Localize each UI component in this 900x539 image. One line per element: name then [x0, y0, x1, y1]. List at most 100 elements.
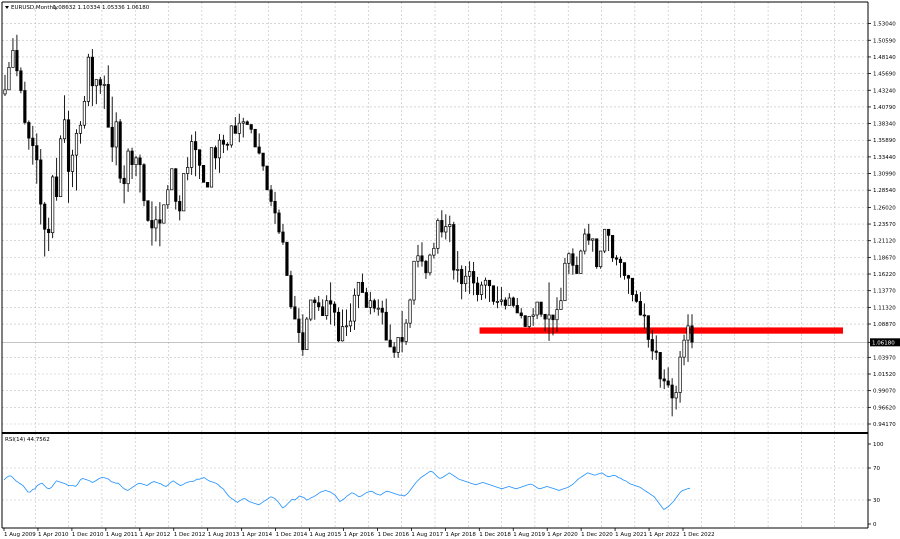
candle-bullish [412, 260, 416, 301]
candle-bullish [603, 228, 607, 252]
candle-bearish [472, 271, 476, 284]
price-tick-label: 1.45690 [873, 72, 896, 78]
candle-bullish [686, 325, 690, 341]
candle-bullish [682, 339, 686, 358]
candle-bullish [340, 326, 345, 342]
candle-bullish [483, 279, 488, 286]
price-tick-label: 1.40790 [873, 105, 896, 111]
candle-bullish [11, 50, 15, 68]
time-tick-label: 1 Aug 2009 [4, 532, 36, 538]
candle-bullish [583, 233, 587, 252]
candle-bearish [273, 201, 277, 214]
candle-bearish [336, 311, 341, 342]
candle-bullish [599, 250, 603, 268]
candle-bullish [170, 168, 174, 191]
candle-bearish [614, 257, 619, 260]
candle-bearish [253, 128, 257, 148]
candle-bearish [670, 384, 674, 399]
price-tick-label: 1.01520 [873, 372, 896, 378]
candle-bullish [241, 121, 245, 124]
chart-axes [1, 1, 869, 529]
candle-bearish [269, 189, 273, 202]
candle-bullish [305, 318, 309, 351]
candle-bearish [638, 301, 642, 316]
candle-bullish [579, 250, 583, 274]
candle-bearish [650, 339, 654, 352]
time-tick-label: 1 Apr 2014 [242, 532, 273, 538]
candle-bullish [190, 141, 194, 168]
candle-bearish [571, 253, 575, 266]
candle-bearish [587, 233, 591, 241]
candle-bullish [499, 299, 503, 302]
candle-bullish [51, 176, 55, 234]
candle-bullish [456, 269, 460, 271]
candle-bearish [392, 346, 396, 353]
candle-bullish [535, 301, 539, 316]
candle-bullish [559, 300, 563, 310]
candle-bearish [666, 380, 670, 386]
last-price-label: 1.06180 [872, 340, 895, 346]
candle-bearish [35, 145, 39, 161]
candle-bearish [205, 181, 210, 188]
candle-bearish [23, 90, 27, 123]
candle-bullish [209, 147, 214, 188]
candle-bearish [257, 146, 261, 154]
candle-bullish [229, 125, 233, 146]
time-tick-label: 1 Apr 2010 [38, 532, 69, 538]
candle-bearish [491, 285, 496, 302]
candle-bullish [78, 124, 83, 134]
candle-bearish [158, 219, 162, 224]
candle-bullish [182, 173, 186, 212]
candle-bearish [293, 306, 297, 320]
candle-bearish [321, 306, 325, 317]
candle-bearish [551, 314, 555, 321]
candle-bearish [515, 305, 519, 314]
candle-bearish [122, 177, 126, 185]
candle-bullish [134, 157, 138, 166]
candle-bullish [404, 322, 408, 342]
candle-bearish [690, 325, 694, 343]
price-tick-label: 1.08870 [873, 322, 896, 328]
candle-bearish [384, 311, 388, 341]
candle-bearish [610, 235, 615, 259]
candle-bearish [146, 200, 150, 221]
rsi-tick-label: 30 [873, 498, 880, 504]
candle-bullish [74, 133, 79, 156]
candle-bearish [400, 337, 404, 342]
price-tick-label: 1.33440 [873, 155, 896, 161]
rsi-series [3, 470, 691, 511]
rsi-tick-label: 70 [873, 466, 880, 472]
candle-bearish [333, 303, 337, 313]
ohlc-readout: 1.08632 1.10334 1.05336 1.06180 [53, 5, 150, 11]
last-price-tag [870, 338, 900, 347]
price-tick-label: 1.35890 [873, 138, 896, 144]
rsi-tick-label: 0 [873, 522, 877, 528]
candle-bearish [364, 292, 368, 308]
time-tick-label: 1 Dec 2018 [479, 532, 511, 538]
time-tick-label: 1 Aug 2013 [208, 532, 240, 538]
candle-bearish [424, 260, 428, 274]
candle-bearish [523, 315, 527, 327]
candle-bullish [325, 300, 329, 317]
candle-bearish [281, 231, 285, 243]
resistance-zone-layer [479, 327, 843, 334]
candle-bearish [15, 50, 19, 72]
candle-bearish [313, 299, 317, 304]
rsi-line [3, 470, 691, 511]
candle-bullish [217, 139, 222, 159]
candle-bullish [479, 284, 484, 295]
candle-bearish [249, 124, 253, 130]
candle-bearish [475, 282, 480, 295]
candle-bullish [531, 314, 535, 317]
candle-bearish [360, 281, 364, 293]
candle-bullish [432, 247, 436, 256]
candle-bullish [408, 299, 412, 324]
candle-bullish [674, 392, 678, 399]
candle-bearish [575, 264, 579, 274]
candle-bearish [90, 56, 94, 87]
time-tick-label: 1 Aug 2011 [106, 532, 138, 538]
candle-bullish [547, 314, 551, 320]
price-tick-label: 1.11320 [873, 305, 896, 311]
price-tick-label: 0.94170 [873, 422, 896, 428]
